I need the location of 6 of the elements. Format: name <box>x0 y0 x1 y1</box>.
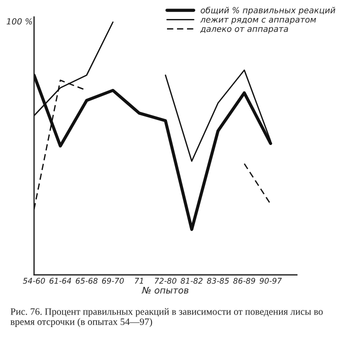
x-axis-title: № опытов <box>142 286 188 294</box>
text: 100 % <box>6 18 32 25</box>
legend-label: общий % правильных реакций <box>200 6 336 15</box>
legend-label: лежит рядом с аппаратом <box>200 18 316 24</box>
text: Рис. 76. Процент правильных реакций в зависимости от поведения лисы во время отсрочки (в опытах 54—97) <box>10 308 323 327</box>
legend-label: далеко от аппарата <box>200 27 288 34</box>
